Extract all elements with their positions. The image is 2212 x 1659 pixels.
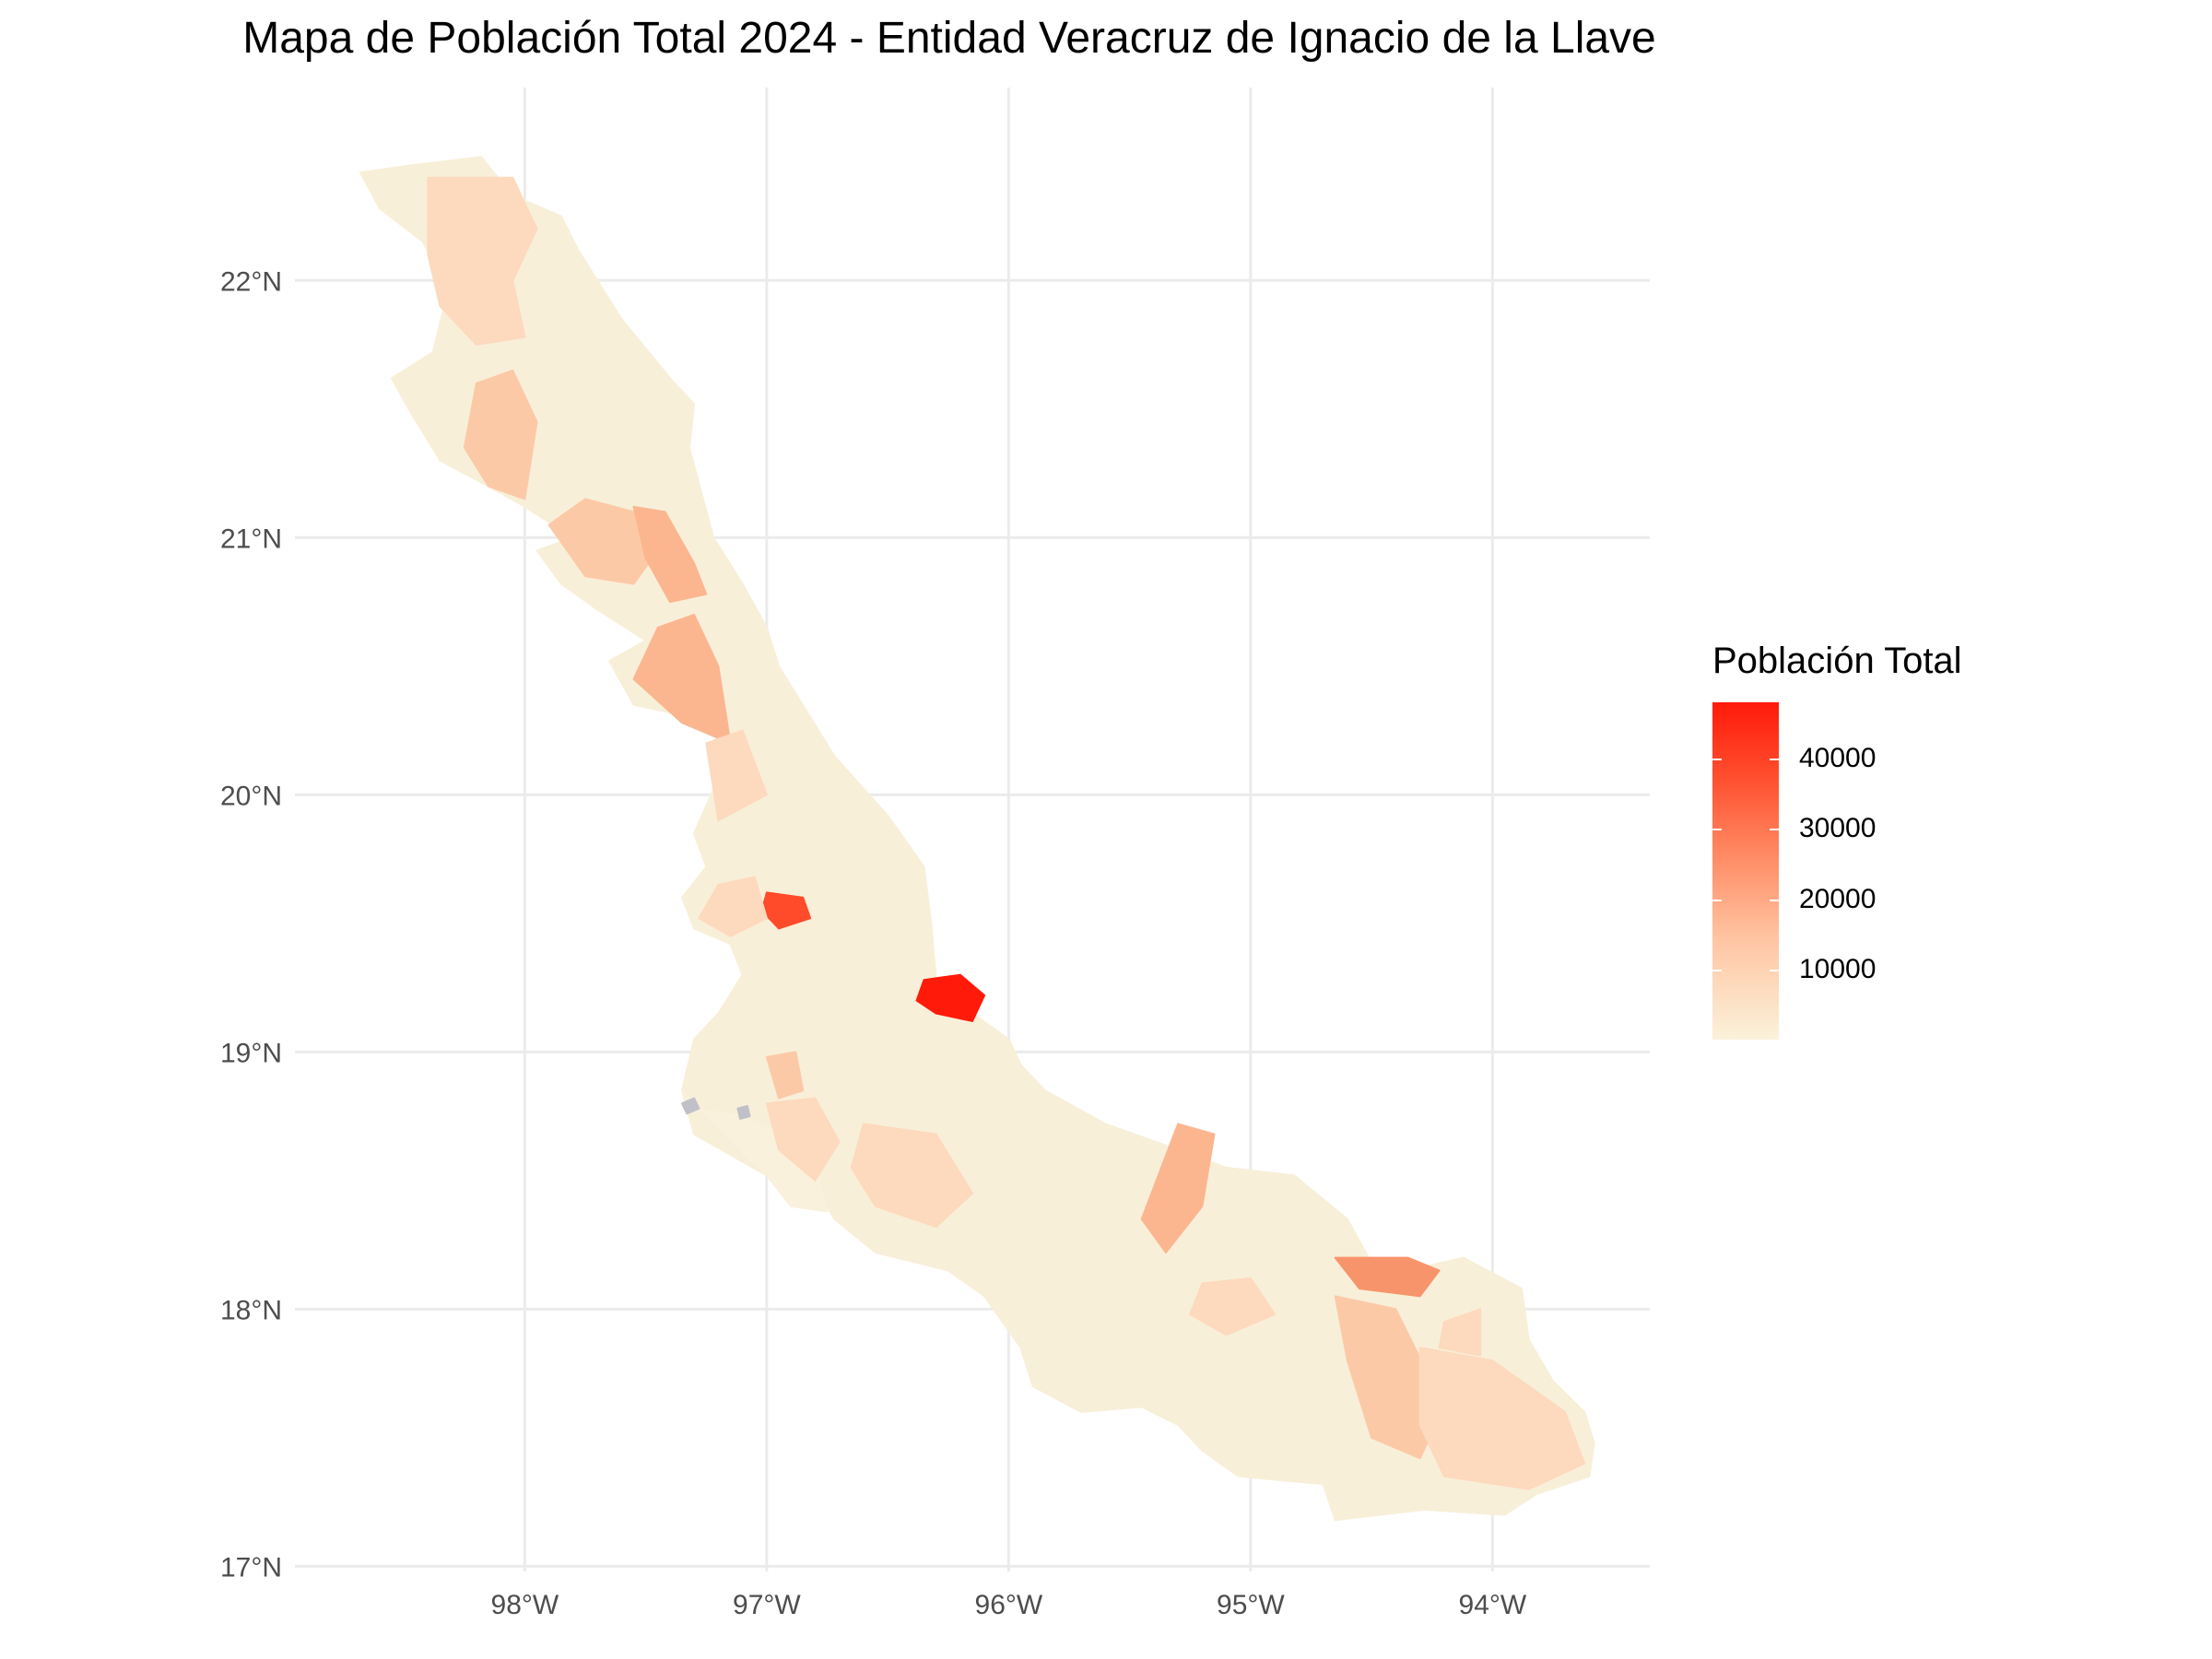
region-south-7 [1438,1308,1482,1357]
region-south-2 [1140,1123,1216,1253]
region-south-3 [1189,1277,1277,1336]
page-title: Mapa de Población Total 2024 - Entidad V… [242,14,1656,63]
legend: Población Total 10000 20000 30000 40000 [1712,641,1962,1040]
legend-gradient [1712,702,1779,1040]
y-tick-label: 17°N [220,1552,282,1583]
missing-area-1 [681,1097,700,1115]
x-tick-label: 95°W [1217,1590,1285,1620]
region-south-5 [1334,1295,1445,1460]
x-tick-label: 94°W [1459,1590,1527,1620]
y-tick-label: 22°N [220,266,282,297]
region-central-5 [765,1097,841,1182]
x-tick-label: 96°W [975,1590,1043,1620]
region-central-3 [915,973,986,1022]
region-south-6 [1418,1347,1586,1490]
municipality-regions [359,156,1595,1522]
region-north-2 [463,369,538,500]
legend-tick-label: 30000 [1799,813,1877,844]
legend-tick-label: 10000 [1799,953,1877,984]
missing-area-2 [736,1105,751,1120]
legend-colorbar: 10000 20000 30000 40000 [1712,702,1952,1040]
x-tick-label: 98°W [491,1590,559,1620]
y-axis-tick-labels: 17°N 18°N 19°N 20°N 21°N 22°N [220,266,282,1583]
x-axis-tick-labels: 98°W 97°W 96°W 95°W 94°W [491,1590,1527,1620]
x-tick-label: 97°W [733,1590,801,1620]
region-north-6 [705,729,768,822]
region-north-1 [427,176,538,346]
legend-tick-label: 40000 [1799,743,1877,773]
region-central-4 [765,1051,805,1100]
region-south-1 [850,1123,973,1229]
y-tick-label: 20°N [220,781,282,811]
legend-tick-label: 20000 [1799,883,1877,914]
legend-title: Población Total [1712,641,1962,681]
y-tick-label: 18°N [220,1295,282,1325]
y-tick-label: 19°N [220,1038,282,1068]
region-north-4 [632,505,708,604]
region-central-2 [698,876,768,937]
y-tick-label: 21°N [220,524,282,554]
state-region [359,156,1595,1522]
region-south-4 [1334,1256,1441,1298]
